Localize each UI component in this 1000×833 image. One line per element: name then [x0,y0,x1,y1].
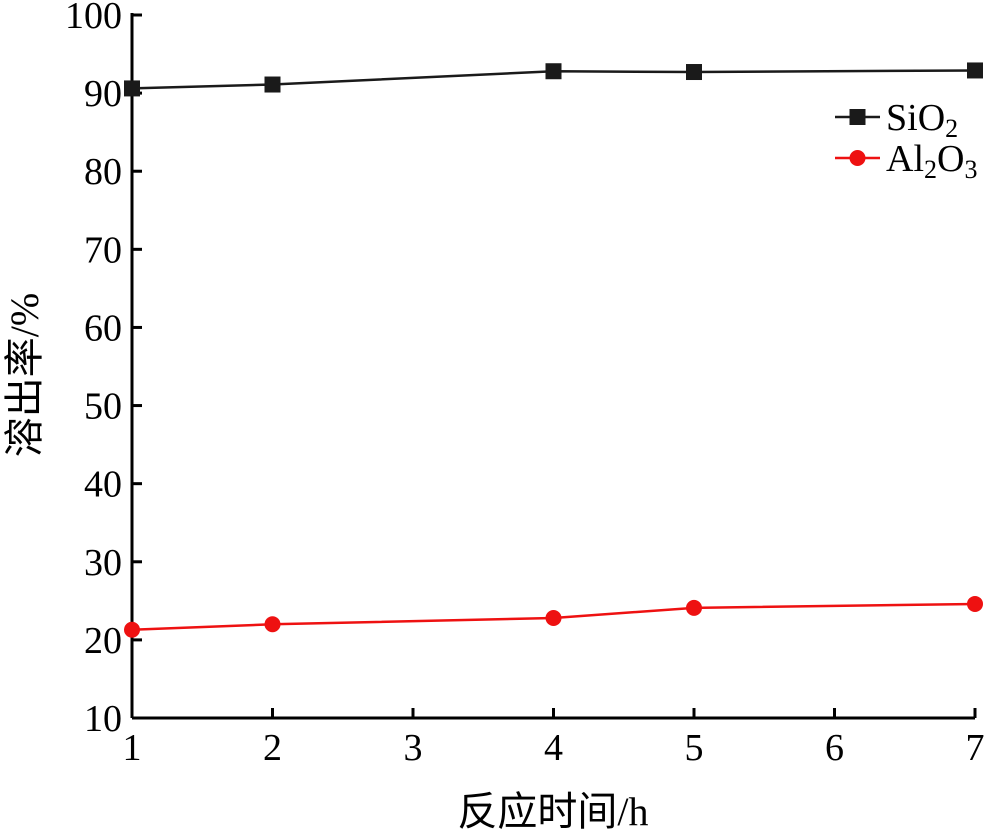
y-tick-label: 50 [84,386,122,428]
y-tick-label: 30 [84,542,122,584]
series-SiO2 [124,62,983,97]
y-tick-label: 80 [84,151,122,193]
data-point [124,80,140,97]
y-tick-label: 10 [84,698,122,740]
y-axis-label: 溶出率/% [2,293,47,457]
data-point [264,616,281,633]
data-point [545,63,562,80]
legend-marker [849,150,866,166]
legend-label: Al2O3 [886,138,977,184]
data-point [686,64,702,81]
data-point [967,62,983,79]
y-tick-label: 70 [84,229,122,271]
data-point [686,599,702,616]
series-Al2O3 [124,595,983,638]
x-tick-label: 5 [685,727,704,769]
x-tick-label: 7 [966,727,985,769]
data-point [967,595,983,612]
y-tick-label: 40 [84,464,122,506]
axes: 10 20 30 40 50 60 70 80 90 100 1 2 3 4 5 6 7 [65,0,985,769]
y-tick-label: 100 [65,0,122,37]
series-layer [124,62,983,638]
x-tick-label: 3 [404,727,423,769]
legend-label: SiO2 [886,97,958,143]
legend-item: Al2O3 [835,138,977,184]
data-point [545,610,562,627]
data-point [264,76,281,93]
x-tick-label: 6 [825,727,844,769]
y-tick-label: 60 [84,307,122,349]
x-tick-label: 2 [263,727,282,769]
legend-marker [849,109,866,125]
y-tick-label: 90 [84,73,122,115]
data-point [124,621,140,638]
legend-item: SiO2 [835,97,958,143]
x-tick-label: 4 [544,727,563,769]
x-axis-label: 反应时间/h [457,789,648,833]
x-tick-label: 1 [123,727,142,769]
y-tick-label: 20 [84,620,122,662]
